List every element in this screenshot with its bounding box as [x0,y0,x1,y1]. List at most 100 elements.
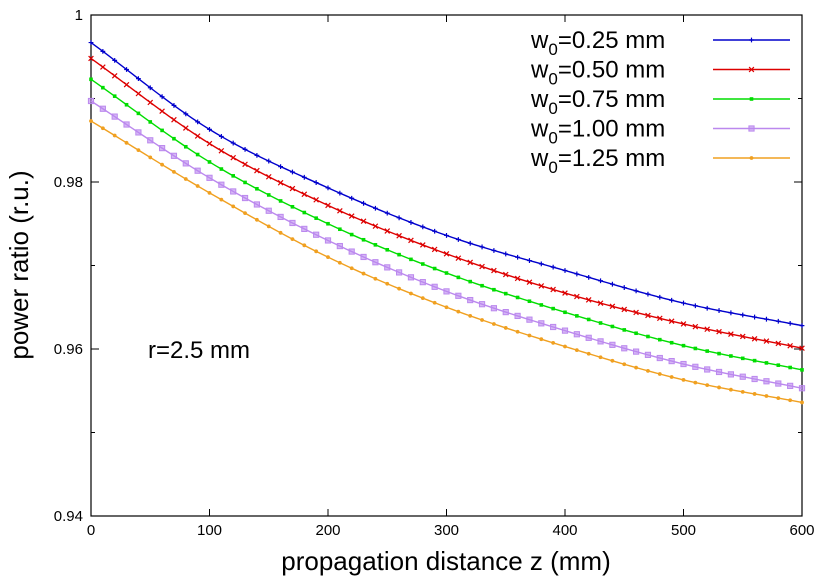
data-point [100,48,106,54]
data-point [656,315,663,322]
data-point [254,167,260,174]
data-point [218,181,225,188]
data-point [610,281,615,287]
data-point [526,279,533,286]
data-point [124,102,129,107]
data-point [657,372,662,376]
data-point [515,254,520,260]
data-point [159,145,166,152]
data-point [563,344,567,349]
data-point [633,309,639,316]
data-point [302,243,307,248]
annotation-radius: r=2.5 mm [148,337,250,364]
data-point [692,363,699,370]
data-point [420,296,425,301]
data-point [349,266,354,271]
series-3 [87,97,806,392]
series-2 [89,77,804,372]
data-point [622,362,627,367]
data-point [444,271,449,275]
data-point [361,271,366,276]
data-point [573,331,580,338]
data-point [112,133,117,138]
data-point [183,111,189,117]
data-point [527,333,532,338]
data-point [467,259,474,266]
data-point [621,345,628,352]
data-point [444,233,449,238]
data-point [324,237,332,244]
data-point [574,348,579,353]
data-point [491,248,497,253]
data-point [751,335,758,342]
data-point [776,396,781,401]
data-point [89,119,93,123]
data-point [503,291,508,296]
data-point [396,215,402,221]
data-point [788,365,792,370]
data-point [111,73,118,79]
data-point [538,283,545,289]
data-point [148,155,153,160]
legend-suffix: =1.25 mm [558,145,665,172]
data-point [787,382,794,389]
data-point [396,232,402,239]
data-point [705,349,709,353]
data-point [385,281,390,286]
data-point [739,373,746,380]
data-point [468,313,473,318]
data-point [135,90,142,97]
data-point [693,346,698,351]
data-point [135,129,142,136]
legend-item-4: w0=1.25 mm [530,145,790,177]
data-point [680,321,687,327]
data-point [527,258,532,263]
data-point [609,341,616,348]
data-point [289,185,296,192]
data-point [491,267,497,274]
data-point [289,219,296,227]
data-point [336,242,343,250]
data-point [171,116,177,123]
data-point [349,195,355,201]
legend-label: w0=1.00 mm [530,116,665,148]
data-point [195,152,200,157]
data-point [407,274,415,281]
data-point [277,213,284,221]
data-point [136,111,141,116]
x-axis-title: propagation distance z (mm) [281,546,610,576]
data-point [692,323,699,330]
data-point [230,140,236,146]
data-point [194,167,201,174]
data-point [763,338,770,344]
data-point [776,363,781,367]
data-point [301,174,307,180]
x-tick-label: 600 [789,522,814,539]
data-point [112,94,117,98]
data-point [646,334,650,339]
data-point [384,210,390,216]
legend-subscript: 0 [548,99,557,118]
data-point [775,340,782,347]
data-point [101,85,105,90]
legend-prefix: w [530,57,549,84]
data-point [384,264,391,271]
data-point [467,240,473,246]
legend-label: w0=1.25 mm [530,145,665,177]
data-point [432,228,438,234]
data-point [183,177,188,181]
data-point [715,368,723,376]
data-point [585,334,592,341]
data-point [408,220,414,225]
data-point [255,186,259,191]
legend-subscript: 0 [548,70,557,89]
data-point [775,318,781,324]
data-point [645,291,651,297]
data-point [241,194,249,202]
data-point [561,327,569,334]
data-point [326,221,330,226]
data-point [408,237,414,244]
x-tick-label: 400 [552,522,577,539]
x-tick-label: 0 [87,522,95,539]
